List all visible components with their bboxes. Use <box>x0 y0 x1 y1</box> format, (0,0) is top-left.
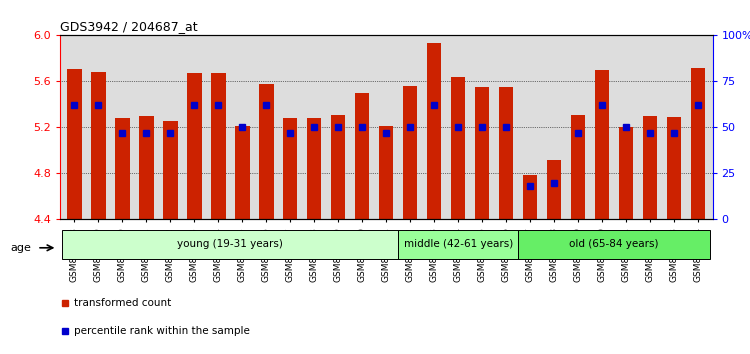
Bar <box>68 69 82 219</box>
Bar <box>283 118 298 219</box>
Bar <box>379 126 394 219</box>
Text: old (65-84 years): old (65-84 years) <box>569 239 659 249</box>
Text: percentile rank within the sample: percentile rank within the sample <box>74 326 250 336</box>
Bar <box>307 118 322 219</box>
Bar <box>164 121 178 219</box>
Bar <box>235 126 250 219</box>
Bar <box>571 115 585 219</box>
Text: transformed count: transformed count <box>74 298 172 308</box>
Bar <box>523 175 538 219</box>
Bar <box>547 160 561 219</box>
FancyBboxPatch shape <box>62 230 398 258</box>
Bar <box>643 116 657 219</box>
Bar <box>499 87 514 219</box>
Text: middle (42-61 years): middle (42-61 years) <box>404 239 513 249</box>
Bar <box>595 70 609 219</box>
Bar <box>188 73 202 219</box>
Text: age: age <box>10 243 31 253</box>
Bar <box>140 116 154 219</box>
Text: GDS3942 / 204687_at: GDS3942 / 204687_at <box>60 20 198 33</box>
Bar <box>116 118 130 219</box>
Bar <box>355 93 370 219</box>
Bar <box>211 73 226 219</box>
FancyBboxPatch shape <box>518 230 710 258</box>
Bar <box>667 117 681 219</box>
FancyBboxPatch shape <box>398 230 518 258</box>
Bar <box>92 72 106 219</box>
Bar <box>475 87 490 219</box>
Bar <box>403 86 418 219</box>
Text: young (19-31 years): young (19-31 years) <box>178 239 284 249</box>
Bar <box>691 68 705 219</box>
Bar <box>259 84 274 219</box>
Bar <box>331 115 346 219</box>
Bar <box>427 44 442 219</box>
Bar <box>619 127 633 219</box>
Bar <box>451 77 466 219</box>
